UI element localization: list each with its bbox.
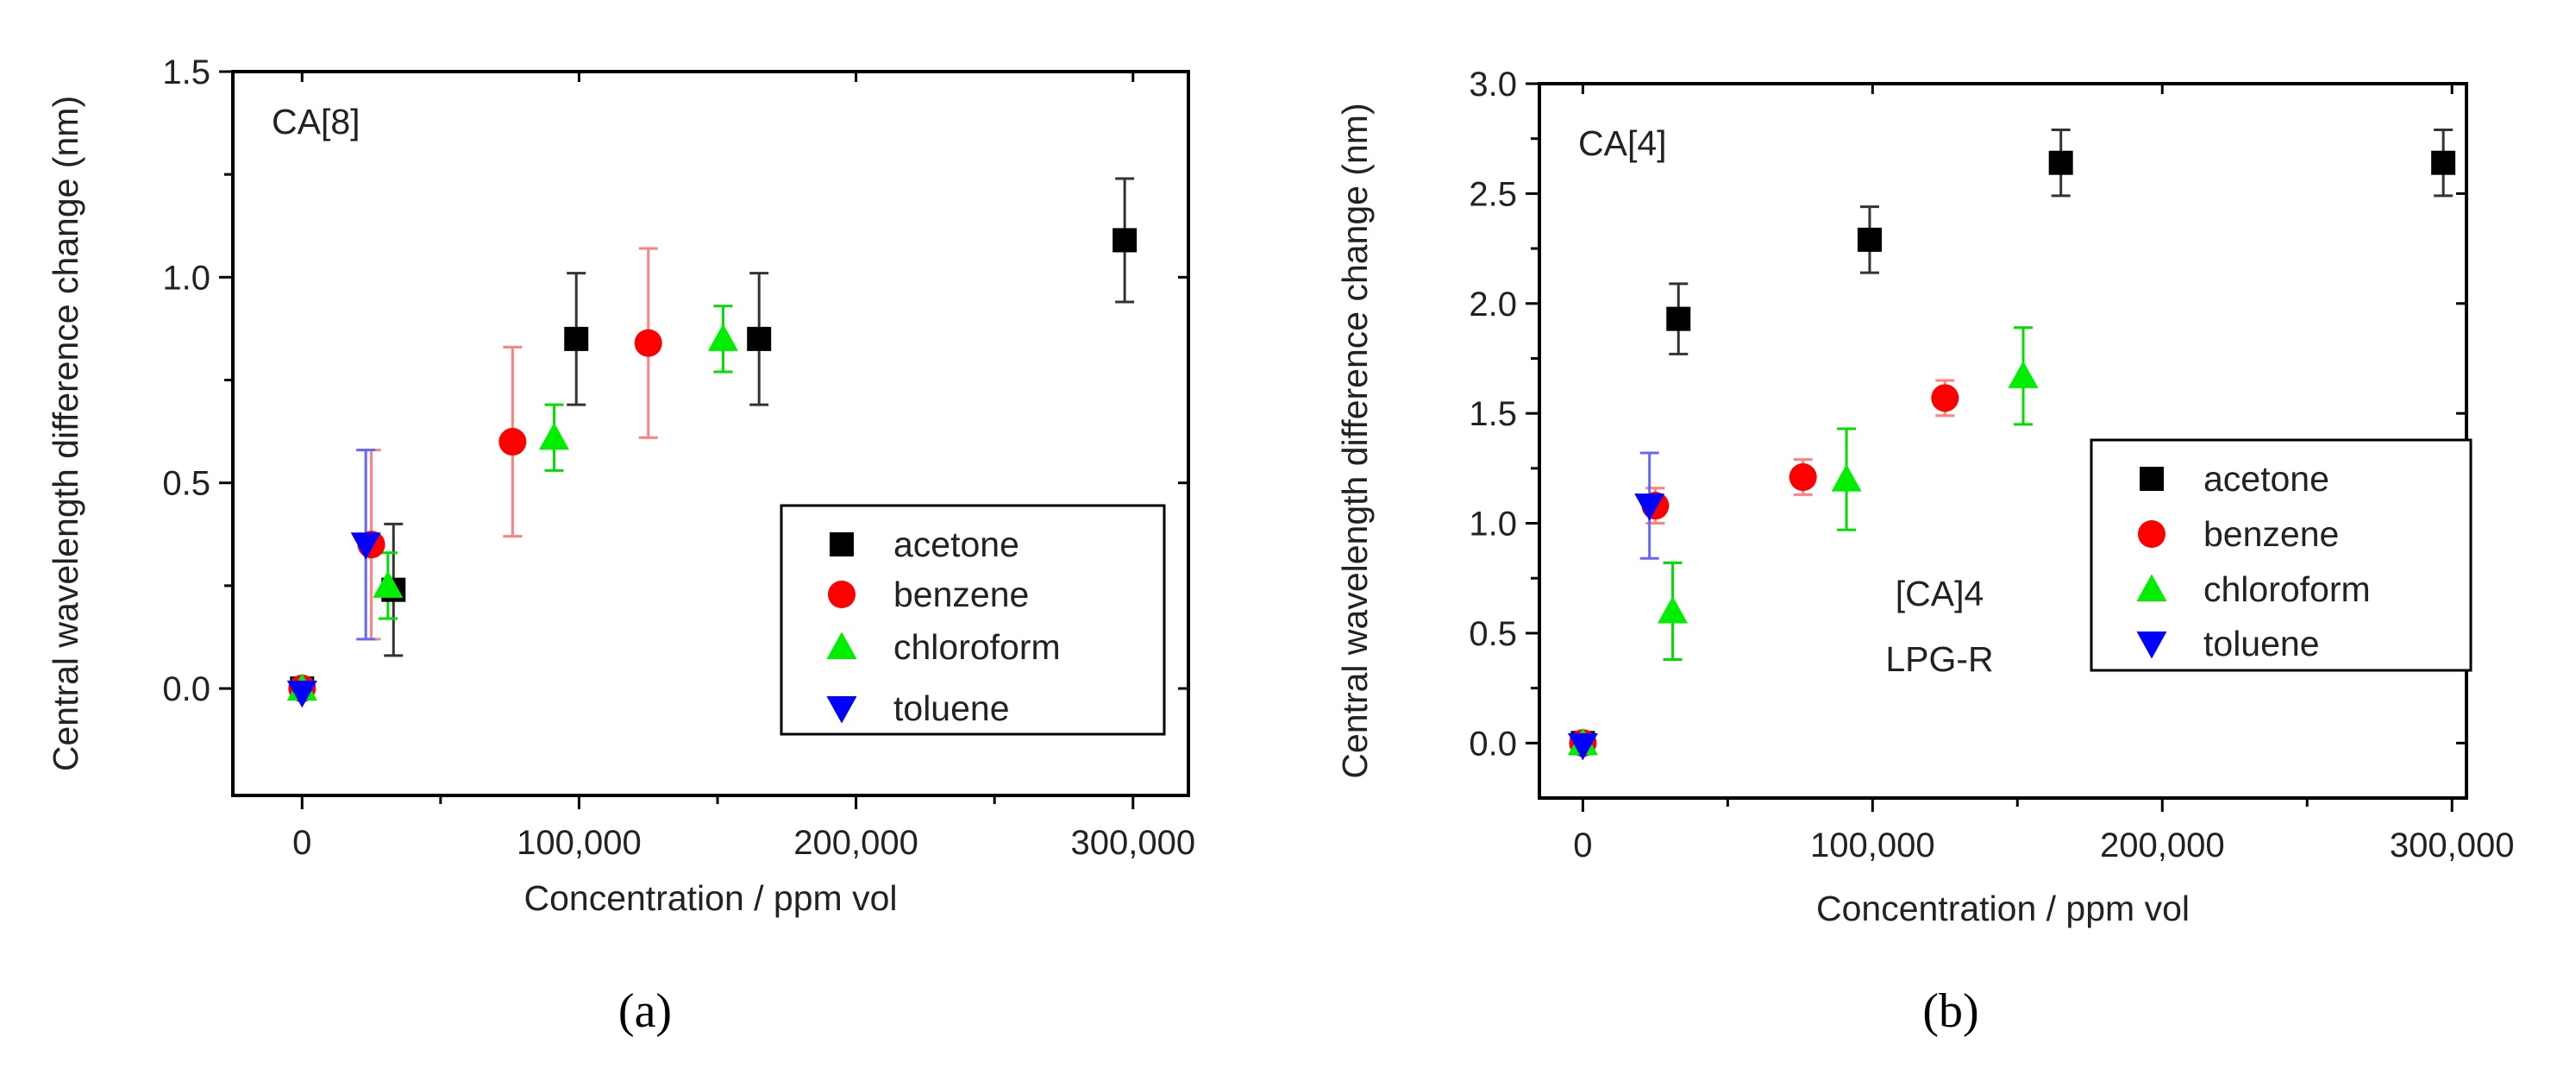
point-acetone: [1857, 227, 1882, 252]
point-acetone: [2048, 150, 2073, 175]
legend-marker-toluene: [2136, 632, 2167, 659]
panel-annotation: CA[4]: [1578, 123, 1667, 163]
inner-annotation-line-2: LPG-R: [1885, 639, 1993, 679]
point-benzene: [1789, 463, 1817, 492]
y-tick-label: 2.0: [1469, 286, 1517, 324]
point-acetone: [564, 326, 589, 351]
point-toluene: [1634, 493, 1665, 521]
legend-label-chloroform: chloroform: [2203, 569, 2371, 609]
point-acetone: [1113, 228, 1138, 253]
legend-label-toluene: toluene: [893, 688, 1010, 728]
legend-label-benzene: benzene: [893, 575, 1029, 614]
legend-label-acetone: acetone: [893, 525, 1019, 564]
x-tick-label: 300,000: [1070, 824, 1195, 862]
point-toluene: [350, 532, 381, 560]
legend-label-chloroform: chloroform: [893, 627, 1061, 667]
point-chloroform: [1658, 595, 1689, 624]
plot-frame: [231, 70, 1190, 797]
legend-marker-benzene: [828, 581, 856, 608]
legend: acetone benzene chloroform toluene: [780, 504, 1166, 736]
y-tick-label: 1.0: [162, 259, 210, 297]
point-chloroform: [2008, 361, 2039, 388]
point-toluene: [1567, 732, 1598, 761]
y-tick-label: 0.5: [1469, 615, 1517, 653]
panel-caption: (b): [1922, 984, 1978, 1038]
y-axis-label: Central wavelength difference change (nm…: [46, 96, 85, 771]
y-tick-label: 2.5: [1469, 175, 1517, 213]
legend: acetone benzene chloroform toluene: [2090, 438, 2473, 672]
y-tick-label: 1.5: [1469, 395, 1517, 433]
legend-marker-benzene: [2138, 520, 2165, 548]
point-acetone: [2431, 150, 2456, 175]
y-tick-label: 1.5: [162, 53, 210, 91]
y-axis-label: Central wavelength difference change (nm…: [1335, 103, 1375, 778]
x-tick-label: 100,000: [1810, 826, 1935, 864]
point-benzene: [498, 428, 527, 456]
chart-panel-b: 0 100,000 200,000 300,000 0.0 0.5 1.0 1.5 2.0 2.5…: [1335, 66, 2515, 1038]
point-acetone: [747, 326, 772, 351]
y-tick-label: 3.0: [1469, 66, 1517, 104]
chart-panel-a: 0 100,000 200,000 300,000 0.0 0.5 1.0 1.5 Concen…: [46, 53, 1195, 1038]
point-chloroform: [539, 422, 570, 450]
inner-annotation-line-1: [CA]4: [1896, 574, 1984, 613]
point-benzene: [634, 329, 662, 357]
point-acetone: [1666, 306, 1691, 331]
x-axis-label: Concentration / ppm vol: [1816, 889, 2190, 928]
legend-label-toluene: toluene: [2203, 624, 2320, 663]
point-benzene: [1931, 384, 1959, 412]
x-axis-label: Concentration / ppm vol: [523, 878, 897, 918]
legend-label-benzene: benzene: [2203, 514, 2339, 554]
x-tick-label: 100,000: [517, 824, 642, 862]
y-tick-label: 0.0: [162, 670, 210, 708]
data-points: [286, 228, 1138, 708]
y-tick-label: 0.5: [162, 465, 210, 503]
x-tick-label: 200,000: [793, 824, 918, 862]
legend-label-acetone: acetone: [2203, 459, 2329, 499]
point-chloroform: [1831, 464, 1862, 492]
legend-marker-acetone: [2140, 467, 2164, 491]
legend-marker-chloroform: [826, 632, 857, 659]
point-toluene: [286, 680, 317, 708]
y-tick-label: 1.0: [1469, 506, 1517, 544]
legend-marker-toluene: [826, 696, 857, 724]
y-tick-label: 0.0: [1469, 725, 1517, 763]
panel-caption: (a): [618, 984, 672, 1038]
data-points: [1567, 150, 2456, 761]
x-tick-label: 0: [292, 824, 311, 862]
panel-annotation: CA[8]: [272, 102, 360, 141]
legend-marker-acetone: [830, 532, 854, 556]
point-chloroform: [373, 570, 404, 598]
point-chloroform: [707, 324, 738, 351]
legend-marker-chloroform: [2136, 574, 2167, 601]
x-tick-label: 0: [1573, 826, 1592, 864]
x-tick-label: 300,000: [2390, 826, 2515, 864]
x-tick-label: 200,000: [2100, 826, 2225, 864]
